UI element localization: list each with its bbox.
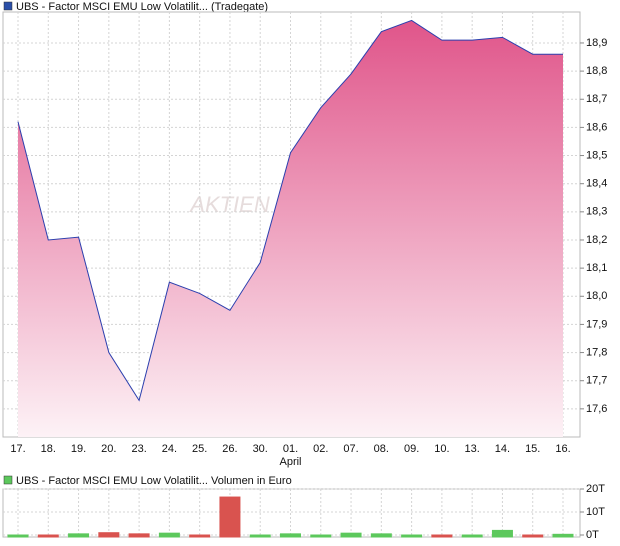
y-tick-label: 18,9: [586, 37, 607, 49]
legend-swatch: [3, 1, 13, 11]
volume-bar: [98, 532, 120, 538]
y-tick-label: 0T: [586, 529, 599, 541]
y-tick-label: 18,3: [586, 206, 607, 218]
y-tick-label: 18,5: [586, 149, 607, 161]
y-tick-label: 10T: [586, 506, 605, 518]
x-tick-label: 25.: [192, 443, 207, 455]
y-tick-label: 20T: [586, 483, 605, 495]
y-tick-label: 18,1: [586, 262, 607, 274]
x-tick-label: 13.: [465, 443, 480, 455]
x-tick-label: 01.: [283, 443, 298, 455]
volume-bar: [68, 533, 90, 538]
chart-title: UBS - Factor MSCI EMU Low Volatilit... (…: [16, 1, 268, 13]
y-tick-label: 17,8: [586, 346, 607, 358]
x-tick-label: 07.: [343, 443, 358, 455]
x-tick-label: 24.: [162, 443, 177, 455]
volume-bar: [552, 533, 574, 538]
chart-title: UBS - Factor MSCI EMU Low Volatilit... V…: [16, 475, 292, 487]
x-tick-label: 15.: [525, 443, 540, 455]
x-tick-label: 02.: [313, 443, 328, 455]
x-tick-label: 17.: [10, 443, 25, 455]
x-tick-label: 08.: [374, 443, 389, 455]
y-tick-label: 17,6: [586, 403, 607, 415]
volume-bar: [461, 534, 483, 538]
plot-frame: [2, 488, 581, 538]
legend-swatch: [3, 475, 13, 485]
y-tick-label: 17,9: [586, 318, 607, 330]
x-tick-label: 18.: [41, 443, 56, 455]
area-fill: [18, 20, 563, 438]
volume-bar: [128, 533, 150, 538]
x-tick-label: 26.: [222, 443, 237, 455]
x-tick-label: 23.: [131, 443, 146, 455]
volume-bar: [431, 534, 453, 538]
x-tick-label: 14.: [495, 443, 510, 455]
volume-bar: [491, 529, 513, 538]
x-tick-label: 30.: [253, 443, 268, 455]
x-tick-label: 09.: [404, 443, 419, 455]
volume-bar: [7, 534, 29, 538]
volume-bar: [219, 496, 241, 538]
volume-bar: [158, 532, 180, 538]
volume-bar: [522, 534, 544, 538]
x-tick-label: 19.: [71, 443, 86, 455]
volume-bar: [340, 532, 362, 538]
y-tick-label: 18,6: [586, 121, 607, 133]
x-month-label: April: [279, 456, 301, 468]
volume-bar: [37, 534, 59, 538]
y-tick-label: 18,8: [586, 65, 607, 77]
price-line: [17, 19, 563, 402]
y-tick-label: 18,0: [586, 290, 607, 302]
y-tick-label: 18,7: [586, 93, 607, 105]
x-tick-label: 20.: [101, 443, 116, 455]
y-tick-label: 18,2: [586, 234, 607, 246]
watermark: AKTIEN: [188, 192, 270, 217]
x-tick-label: 10.: [434, 443, 449, 455]
volume-bar: [310, 534, 332, 538]
y-tick-label: 18,4: [586, 178, 607, 190]
volume-bar: [401, 534, 423, 538]
volume-bar: [189, 534, 211, 538]
volume-bar: [280, 533, 301, 538]
x-tick-label: 16.: [555, 443, 570, 455]
volume-bar: [249, 534, 271, 538]
volume-bar: [370, 533, 392, 538]
y-tick-label: 17,7: [586, 375, 607, 387]
